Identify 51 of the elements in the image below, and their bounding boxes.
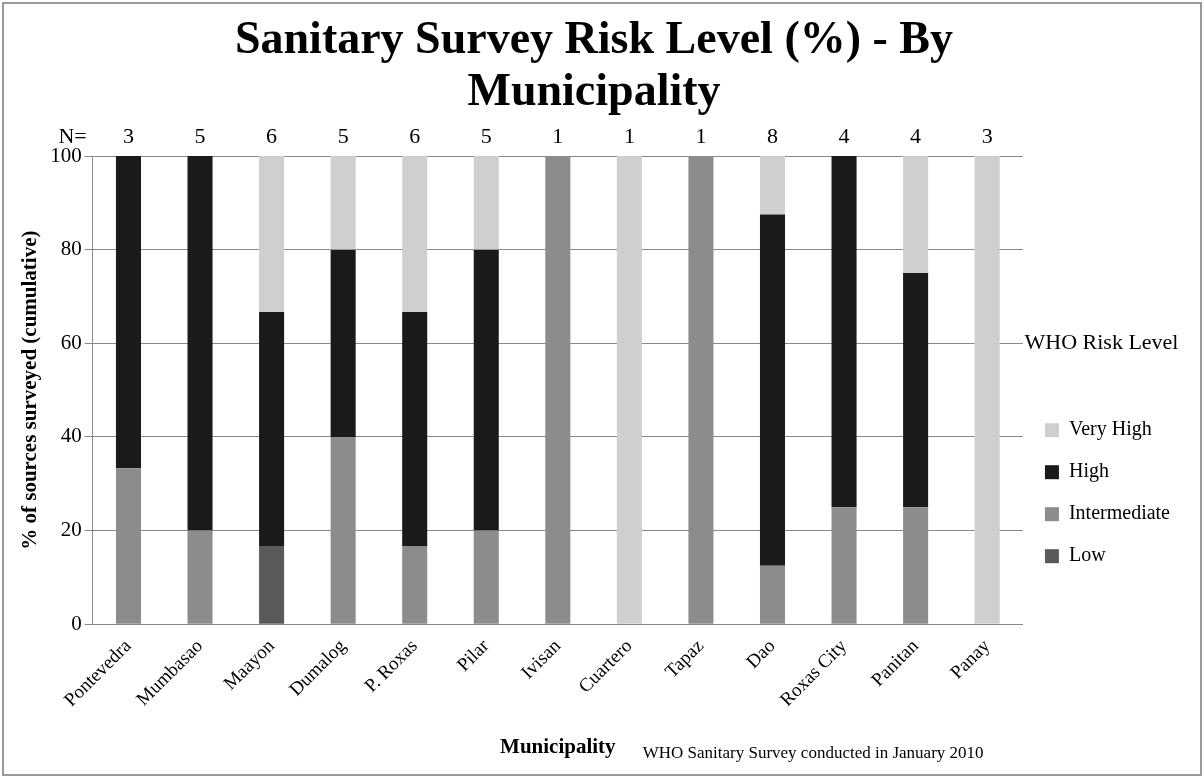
- x-axis-title: Municipality: [500, 733, 617, 758]
- bar: [259, 546, 285, 624]
- text: 1: [552, 122, 564, 148]
- bar: [402, 546, 428, 624]
- bar: [831, 156, 857, 508]
- bar: [473, 156, 499, 250]
- bar: [616, 156, 642, 624]
- bar: [402, 311, 428, 547]
- text: 4: [910, 122, 922, 148]
- y-tick-label: 40: [60, 423, 82, 448]
- text: 8: [766, 122, 778, 148]
- text: 5: [194, 122, 206, 148]
- text: 3: [981, 122, 993, 148]
- y-tick-label: 60: [60, 329, 82, 354]
- y-tick-label: 80: [60, 236, 82, 261]
- bar: [187, 156, 213, 531]
- text: 5: [480, 122, 492, 148]
- bar: [115, 156, 141, 469]
- bar: [259, 156, 285, 312]
- bar: [473, 249, 499, 531]
- bar: [330, 156, 356, 250]
- text: 6: [409, 122, 421, 148]
- bar: [759, 214, 786, 566]
- legend-label: Very High: [1068, 417, 1152, 441]
- x-tick-label: Pilar: [452, 634, 494, 676]
- y-axis-title: % of sources surveyed (cumulative): [17, 230, 42, 550]
- bar: [903, 273, 929, 508]
- x-tick-label: Dao: [741, 634, 779, 673]
- bar: [402, 156, 428, 312]
- legend-label: High: [1068, 459, 1109, 483]
- legend-title: WHO Risk Level: [1024, 328, 1179, 354]
- text: 1: [623, 122, 635, 148]
- bar: [473, 530, 499, 624]
- text: 4: [838, 122, 850, 148]
- text: WHO Sanitary Survey conducted in January 2010: [642, 742, 984, 762]
- bar: [330, 249, 356, 437]
- y-tick-label: 0: [71, 610, 82, 635]
- legend-label: Intermediate: [1068, 501, 1171, 524]
- text: 5: [337, 122, 349, 148]
- legend-label: Low: [1068, 543, 1107, 566]
- bar: [974, 156, 1000, 624]
- bar: [187, 530, 213, 624]
- text: 1: [695, 122, 707, 148]
- bar: [903, 156, 929, 274]
- text: 3: [122, 122, 134, 148]
- text: 6: [266, 122, 278, 148]
- chart-title: Sanitary Survey Risk Level (%) - By Municipality: [233, 12, 955, 116]
- bar: [759, 565, 786, 624]
- bar: [759, 156, 786, 215]
- y-tick-label: 20: [60, 517, 82, 542]
- bar: [259, 311, 285, 547]
